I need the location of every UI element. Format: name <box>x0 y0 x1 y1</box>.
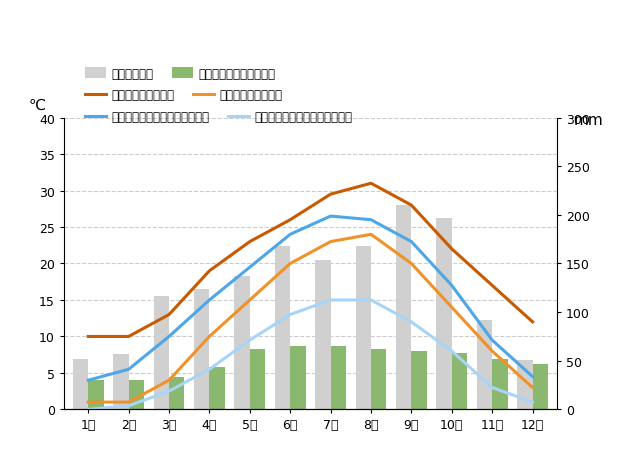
東京の平均最低気温 <box>327 239 335 245</box>
東京の平均最低気温 <box>125 399 132 405</box>
Bar <box>234 277 250 410</box>
Bar <box>316 260 331 410</box>
ストラスブールの平均最低気温 <box>205 367 213 372</box>
東京の平均最高気温 <box>367 181 375 187</box>
東京の平均最低気温 <box>529 385 536 390</box>
ストラスブールの平均最高気温 <box>205 298 213 303</box>
Bar <box>129 380 144 410</box>
Bar <box>477 320 492 410</box>
Bar <box>492 359 508 410</box>
Bar <box>275 247 290 410</box>
Bar <box>250 349 265 410</box>
ストラスブールの平均最低気温 <box>286 312 294 318</box>
東京の平均最高気温 <box>448 247 456 252</box>
Bar <box>290 346 305 410</box>
ストラスブールの平均最低気温 <box>84 407 92 412</box>
東京の平均最高気温 <box>246 239 253 245</box>
東京の平均最低気温 <box>205 334 213 339</box>
Line: 東京の平均最高気温: 東京の平均最高気温 <box>88 184 532 337</box>
Legend: ストラスブールの平均最高気温, ストラスブールの平均最低気温: ストラスブールの平均最高気温, ストラスブールの平均最低気温 <box>84 111 353 124</box>
Bar <box>331 346 346 410</box>
Bar <box>154 296 169 410</box>
Bar <box>532 364 548 410</box>
東京の平均最高気温 <box>408 203 415 208</box>
ストラスブールの平均最高気温 <box>367 217 375 223</box>
Line: ストラスブールの平均最低気温: ストラスブールの平均最低気温 <box>88 300 532 410</box>
Bar <box>169 378 184 410</box>
ストラスブールの平均最低気温 <box>327 298 335 303</box>
ストラスブールの平均最高気温 <box>327 214 335 219</box>
Bar <box>73 359 88 410</box>
Y-axis label: mm: mm <box>574 112 604 127</box>
東京の平均最低気温 <box>367 232 375 238</box>
Bar <box>517 360 532 410</box>
Y-axis label: ℃: ℃ <box>28 97 45 112</box>
ストラスブールの平均最高気温 <box>488 338 496 343</box>
東京の平均最高気温 <box>488 283 496 288</box>
東京の平均最高気温 <box>286 217 294 223</box>
東京の平均最低気温 <box>84 399 92 405</box>
ストラスブールの平均最低気温 <box>488 385 496 390</box>
Line: 東京の平均最低気温: 東京の平均最低気温 <box>88 235 532 402</box>
東京の平均最低気温 <box>408 261 415 267</box>
ストラスブールの平均最低気温 <box>246 338 253 343</box>
東京の平均最低気温 <box>286 261 294 267</box>
ストラスブールの平均最低気温 <box>448 349 456 354</box>
ストラスブールの平均最高気温 <box>286 232 294 238</box>
ストラスブールの平均最低気温 <box>165 389 173 394</box>
東京の平均最高気温 <box>529 319 536 325</box>
Bar <box>412 351 427 410</box>
Bar <box>194 289 209 410</box>
東京の平均最低気温 <box>448 305 456 310</box>
ストラスブールの平均最高気温 <box>448 283 456 288</box>
ストラスブールの平均最高気温 <box>246 265 253 270</box>
ストラスブールの平均最低気温 <box>125 403 132 409</box>
ストラスブールの平均最高気温 <box>165 334 173 339</box>
東京の平均最高気温 <box>165 312 173 318</box>
東京の平均最高気温 <box>125 334 132 339</box>
東京の平均最低気温 <box>165 378 173 383</box>
Bar <box>113 354 129 410</box>
ストラスブールの平均最高気温 <box>408 239 415 245</box>
東京の平均最高気温 <box>205 268 213 274</box>
東京の平均最低気温 <box>246 298 253 303</box>
ストラスブールの平均最低気温 <box>367 298 375 303</box>
東京の平均最低気温 <box>488 349 496 354</box>
Bar <box>371 349 387 410</box>
Bar <box>452 353 467 410</box>
Bar <box>209 367 225 410</box>
ストラスブールの平均最高気温 <box>84 378 92 383</box>
東京の平均最高気温 <box>84 334 92 339</box>
Bar <box>436 218 452 410</box>
ストラスブールの平均最低気温 <box>408 319 415 325</box>
Bar <box>88 380 104 410</box>
東京の平均最高気温 <box>327 192 335 197</box>
Bar <box>396 206 412 410</box>
Line: ストラスブールの平均最高気温: ストラスブールの平均最高気温 <box>88 217 532 380</box>
ストラスブールの平均最高気温 <box>125 367 132 372</box>
ストラスブールの平均最低気温 <box>529 399 536 405</box>
Bar <box>356 247 371 410</box>
ストラスブールの平均最高気温 <box>529 374 536 379</box>
